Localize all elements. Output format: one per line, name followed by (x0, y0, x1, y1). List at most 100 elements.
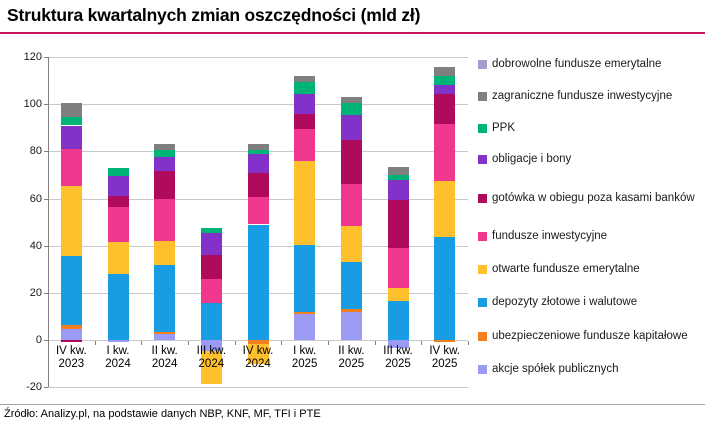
legend-swatch-dobrowolne-fundusze-emerytalne-icon (478, 60, 487, 69)
x-axis-tick-8 (421, 341, 423, 345)
legend-item-gotowka-w-obiegu: gotówka w obiegu poza kasami banków (478, 192, 697, 206)
legend-label-ubezpieczeniowe-fundusze-kapitalowe: ubezpieczeniowe fundusze kapitałowe (492, 330, 688, 342)
y-axis-tick-20 (44, 292, 48, 294)
bar-segment-zagraniczne-fundusze-inwestycyjne-q9 (434, 66, 456, 76)
x-axis-tick-9 (468, 341, 469, 345)
bar-segment-akcje-spolek-publicznych-q7 (340, 311, 362, 340)
bar-segment-otwarte-fundusze-emerytalne-q4 (200, 350, 222, 384)
bar-segment-zagraniczne-fundusze-inwestycyjne-q7 (340, 97, 362, 104)
legend-item-obligacje-i-bony: obligacje i bony (478, 153, 697, 167)
bar-segment-gotowka-w-obiegu-q2 (107, 196, 129, 207)
bar-segment-obligacje-i-bony-q8 (387, 179, 409, 200)
y-axis-label-20: 20 (29, 286, 42, 299)
bar-segment-ubezpieczeniowe-fundusze-kapitalowe-q1 (60, 324, 82, 330)
bar-segment-fundusze-inwestycyjne-q3 (154, 198, 176, 241)
y-axis-tick--20 (44, 387, 48, 389)
y-axis-tick-80 (44, 151, 48, 153)
bar-segment-gotowka-w-obiegu-q5 (247, 172, 269, 198)
x-axis-tick-0 (48, 341, 49, 345)
bar-segment-ubezpieczeniowe-fundusze-kapitalowe-q3 (154, 331, 176, 335)
bar-segment-obligacje-i-bony-q1 (60, 125, 82, 150)
title-accent-rule (0, 32, 705, 34)
bar-segment-otwarte-fundusze-emerytalne-q9 (434, 180, 456, 238)
x-axis-label-q7: II kw. 2025 (338, 345, 365, 370)
bar-segment-obligacje-i-bony-q4 (200, 232, 222, 256)
bar-segment-akcje-spolek-publicznych-q6 (294, 314, 316, 340)
x-axis-tick-2 (141, 341, 143, 345)
legend-label-obligacje-i-bony: obligacje i bony (492, 153, 572, 165)
bar-segment-ppk-q7 (340, 103, 362, 115)
legend-item-zagraniczne-fundusze-inwestycyjne: zagraniczne fundusze inwestycyjne (478, 90, 697, 104)
bar-segment-otwarte-fundusze-emerytalne-q5 (247, 343, 269, 364)
bar-segment-akcje-spolek-publicznych-q4 (200, 340, 222, 351)
bar-segment-depozyty-zlotowe-i-walutowe-q5 (247, 224, 269, 340)
bar-segment-akcje-spolek-publicznych-q3 (154, 334, 176, 340)
bar-segment-fundusze-inwestycyjne-q4 (200, 278, 222, 304)
bar-segment-gotowka-w-obiegu-q1 (60, 340, 82, 343)
legend-item-dobrowolne-fundusze-emerytalne: dobrowolne fundusze emerytalne (478, 58, 697, 72)
legend-label-fundusze-inwestycyjne: fundusze inwestycyjne (492, 230, 608, 242)
legend-swatch-zagraniczne-fundusze-inwestycyjne-icon (478, 92, 487, 101)
bar-segment-otwarte-fundusze-emerytalne-q3 (154, 241, 176, 265)
source-note: Źródło: Analizy.pl, na podstawie danych … (4, 408, 321, 420)
bar-segment-obligacje-i-bony-q2 (107, 176, 129, 197)
bar-segment-zagraniczne-fundusze-inwestycyjne-q6 (294, 76, 316, 82)
bar-segment-ppk-q4 (200, 228, 222, 233)
bar-segment-gotowka-w-obiegu-q4 (200, 255, 222, 279)
legend-swatch-depozyty-zlotowe-i-walutowe-icon (478, 298, 487, 307)
bar-segment-gotowka-w-obiegu-q6 (294, 113, 316, 130)
legend-swatch-ubezpieczeniowe-fundusze-kapitalowe-icon (478, 332, 487, 341)
x-axis-tick-1 (94, 341, 96, 345)
bar-segment-akcje-spolek-publicznych-q1 (60, 329, 82, 340)
bar-segment-obligacje-i-bony-q3 (154, 157, 176, 172)
y-axis-tick-120 (44, 57, 48, 59)
bar-segment-otwarte-fundusze-emerytalne-q6 (294, 160, 316, 245)
legend-label-gotowka-w-obiegu: gotówka w obiegu poza kasami banków (492, 192, 695, 204)
y-axis-tick-100 (44, 104, 48, 106)
bar-segment-obligacje-i-bony-q7 (340, 114, 362, 140)
x-axis-label-q4: III kw. 2024 (196, 345, 227, 370)
legend-item-akcje-spolek-publicznych: akcje spółek publicznych (478, 363, 697, 377)
y-axis-label-40: 40 (29, 239, 42, 252)
legend-label-akcje-spolek-publicznych: akcje spółek publicznych (492, 363, 619, 375)
y-axis-tick-60 (44, 198, 48, 200)
bar-segment-akcje-spolek-publicznych-q8 (387, 340, 409, 349)
source-separator-rule (0, 404, 705, 405)
bar-segment-ppk-q6 (294, 81, 316, 94)
bar-segment-akcje-spolek-publicznych-q2 (107, 340, 129, 343)
x-axis-tick-4 (234, 341, 236, 345)
gridline-100 (48, 104, 468, 106)
bar-segment-ubezpieczeniowe-fundusze-kapitalowe-q6 (294, 311, 316, 315)
legend-item-depozyty-zlotowe-i-walutowe: depozyty złotowe i walutowe (478, 296, 697, 310)
bar-segment-gotowka-w-obiegu-q3 (154, 171, 176, 199)
bar-segment-otwarte-fundusze-emerytalne-q8 (387, 288, 409, 302)
bar-segment-fundusze-inwestycyjne-q6 (294, 129, 316, 161)
bar-segment-obligacje-i-bony-q9 (434, 85, 456, 94)
bar-segment-ppk-q3 (154, 150, 176, 158)
legend-item-ubezpieczeniowe-fundusze-kapitalowe: ubezpieczeniowe fundusze kapitałowe (478, 330, 697, 344)
bar-segment-obligacje-i-bony-q5 (247, 153, 269, 173)
legend-swatch-gotowka-w-obiegu-icon (478, 194, 487, 203)
x-axis-tick-7 (374, 341, 376, 345)
bar-segment-depozyty-zlotowe-i-walutowe-q1 (60, 256, 82, 325)
chart-title: Struktura kwartalnych zmian oszczędności… (7, 5, 421, 25)
y-axis-label-100: 100 (23, 98, 42, 111)
bar-segment-ubezpieczeniowe-fundusze-kapitalowe-q5 (247, 340, 269, 344)
legend-swatch-otwarte-fundusze-emerytalne-icon (478, 265, 487, 274)
bar-segment-zagraniczne-fundusze-inwestycyjne-q1 (60, 103, 82, 118)
x-axis-tick-3 (188, 341, 189, 345)
bar-segment-ppk-q2 (107, 167, 129, 177)
x-axis-tick-6 (328, 341, 329, 345)
legend-item-ppk: PPK (478, 122, 697, 136)
bar-segment-zagraniczne-fundusze-inwestycyjne-q3 (154, 144, 176, 151)
bar-segment-fundusze-inwestycyjne-q7 (340, 184, 362, 226)
y-axis-tick-0 (44, 340, 48, 341)
legend-swatch-ppk-icon (478, 124, 487, 133)
bar-segment-obligacje-i-bony-q6 (294, 93, 316, 114)
bar-segment-ppk-q5 (247, 150, 269, 154)
legend-swatch-obligacje-i-bony-icon (478, 155, 487, 164)
bar-segment-fundusze-inwestycyjne-q8 (387, 248, 409, 289)
y-axis-label-80: 80 (29, 145, 42, 158)
bar-segment-ppk-q9 (434, 76, 456, 86)
